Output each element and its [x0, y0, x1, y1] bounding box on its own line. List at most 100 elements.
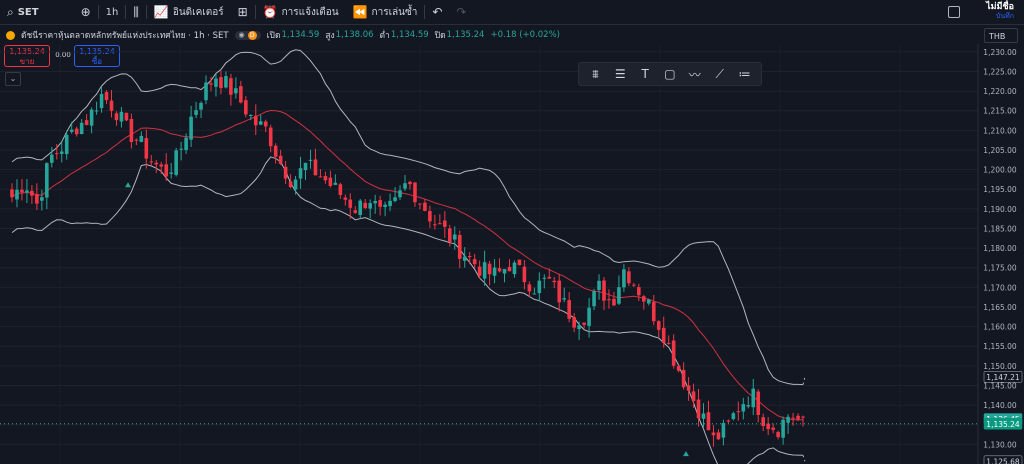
candle-body	[751, 388, 756, 408]
candle-body	[20, 189, 24, 193]
parallel-lines-icon[interactable]: ☰	[614, 67, 626, 81]
trendline-tool-icon[interactable]: ⟋	[715, 66, 724, 81]
alert-button[interactable]: ⏰ การแจ้งเตือน	[256, 0, 346, 24]
candle-body	[388, 200, 392, 207]
indicators-icon: 📈	[153, 5, 169, 19]
candle-body	[134, 139, 139, 141]
layout-name: ไม่มีชื่อ	[986, 2, 1014, 12]
candle-body	[557, 280, 562, 303]
candle-body	[577, 325, 581, 330]
chart-title: ดัชนีราคาหุ้นตลาดหลักทรัพย์แห่งประเทศไทย…	[21, 31, 229, 41]
redo-button[interactable]: ↷	[449, 0, 473, 24]
candle-body	[587, 307, 591, 326]
candle-body	[716, 432, 721, 440]
candle-body	[731, 413, 736, 420]
candle-body	[283, 166, 288, 179]
candle-body	[582, 322, 586, 325]
visibility-toggle[interactable]: ◉ D	[234, 30, 261, 40]
layout-name-button[interactable]: ไม่มีชื่อ บันทึก	[986, 3, 1024, 21]
layout-checkbox[interactable]	[948, 6, 961, 18]
symbol-search[interactable]: ⌕ SET	[0, 0, 46, 24]
y-tick-label: 1,175.00	[983, 264, 1017, 273]
candle-body	[328, 177, 333, 186]
close-value: 1,135.24	[446, 30, 485, 40]
y-tick-label: 1,155.00	[983, 342, 1017, 351]
candle-body	[149, 161, 154, 163]
price-chart[interactable]: 1,130.001,135.001,140.001,145.001,150.00…	[0, 44, 1024, 464]
divider	[125, 5, 127, 19]
y-tick-label: 1,200.00	[983, 166, 1017, 175]
candle-body	[169, 172, 173, 174]
plus-circle-icon: ⊕	[80, 5, 91, 19]
candle-body	[224, 76, 228, 88]
candle-body	[776, 432, 780, 438]
candle-body	[109, 100, 114, 111]
candle-body	[686, 385, 691, 391]
chevron-down-icon: ⌄	[9, 74, 17, 83]
candle-body	[209, 83, 213, 85]
candle-body	[258, 121, 263, 125]
y-tick-label: 1,220.00	[983, 87, 1017, 96]
candle-body	[472, 259, 477, 265]
high-label: สูง	[325, 31, 335, 41]
top-toolbar: ⌕ SET ⊕ 1h ⫼ 📈 อินดิเคเตอร์ ⊞ ⏰ การแจ้งเ…	[0, 0, 1024, 25]
candle-body	[736, 411, 741, 413]
candle-body	[741, 404, 746, 412]
y-tick-label: 1,180.00	[983, 244, 1017, 253]
candle-body	[253, 115, 258, 126]
indicators-button[interactable]: 📈 อินดิเคเตอร์	[147, 0, 231, 24]
rectangle-tool-icon[interactable]: ▢	[664, 67, 676, 81]
candle-body	[502, 269, 507, 274]
candle-body	[89, 109, 94, 126]
candle-body	[497, 268, 502, 272]
candle-body	[512, 262, 517, 275]
candle-body	[701, 413, 706, 419]
replay-label: การเล่นซ้ำ	[371, 6, 418, 18]
candle-body	[651, 301, 656, 322]
candle-body	[79, 122, 84, 135]
candle-body	[84, 120, 89, 125]
currency-selector[interactable]: THB	[984, 28, 1018, 43]
candle-body	[761, 417, 766, 427]
text-tool-icon[interactable]: T	[641, 67, 649, 81]
y-tick-label: 1,225.00	[983, 67, 1017, 76]
candle-body	[99, 94, 104, 109]
y-tick-label: 1,205.00	[983, 146, 1017, 155]
compare-button[interactable]: ⊕	[74, 0, 98, 24]
candle-body	[433, 224, 437, 226]
candle-body	[184, 137, 188, 151]
candle-body	[711, 432, 716, 436]
y-tick-label: 1,230.00	[983, 48, 1017, 57]
candle-body	[423, 202, 427, 211]
price-label-bg	[983, 455, 1023, 464]
candle-body	[627, 271, 631, 284]
candle-body	[418, 203, 422, 205]
candle-body	[572, 317, 576, 328]
candle-body	[617, 287, 621, 304]
candle-body	[263, 121, 268, 127]
candle-body	[199, 102, 203, 110]
candle-body	[517, 259, 522, 266]
upper-band-line	[11, 49, 804, 386]
interval-button[interactable]: 1h	[99, 0, 126, 24]
candle-body	[244, 100, 248, 115]
replay-button[interactable]: ⏪ การเล่นซ้ำ	[346, 0, 425, 24]
candle-body	[642, 296, 646, 302]
candle-body	[676, 365, 681, 371]
candle-body	[766, 423, 770, 430]
undo-button[interactable]: ↶	[425, 0, 449, 24]
candle-body	[398, 190, 402, 198]
path-tool-icon[interactable]: 〰	[688, 67, 701, 82]
templates-button[interactable]: ⊞	[231, 0, 255, 24]
horizontal-lines-icon[interactable]: ⩩	[592, 66, 599, 81]
candle-body	[597, 280, 601, 291]
divider	[424, 5, 426, 19]
candle-body	[273, 145, 278, 157]
candle-body	[656, 321, 661, 330]
collapse-legend-button[interactable]: ⌄	[5, 72, 21, 86]
candle-body	[54, 153, 59, 155]
candle-body	[35, 193, 39, 204]
settings-lines-icon[interactable]: ≔	[738, 67, 751, 81]
chart-type-button[interactable]: ⫼	[126, 0, 146, 24]
candle-body	[706, 412, 711, 431]
